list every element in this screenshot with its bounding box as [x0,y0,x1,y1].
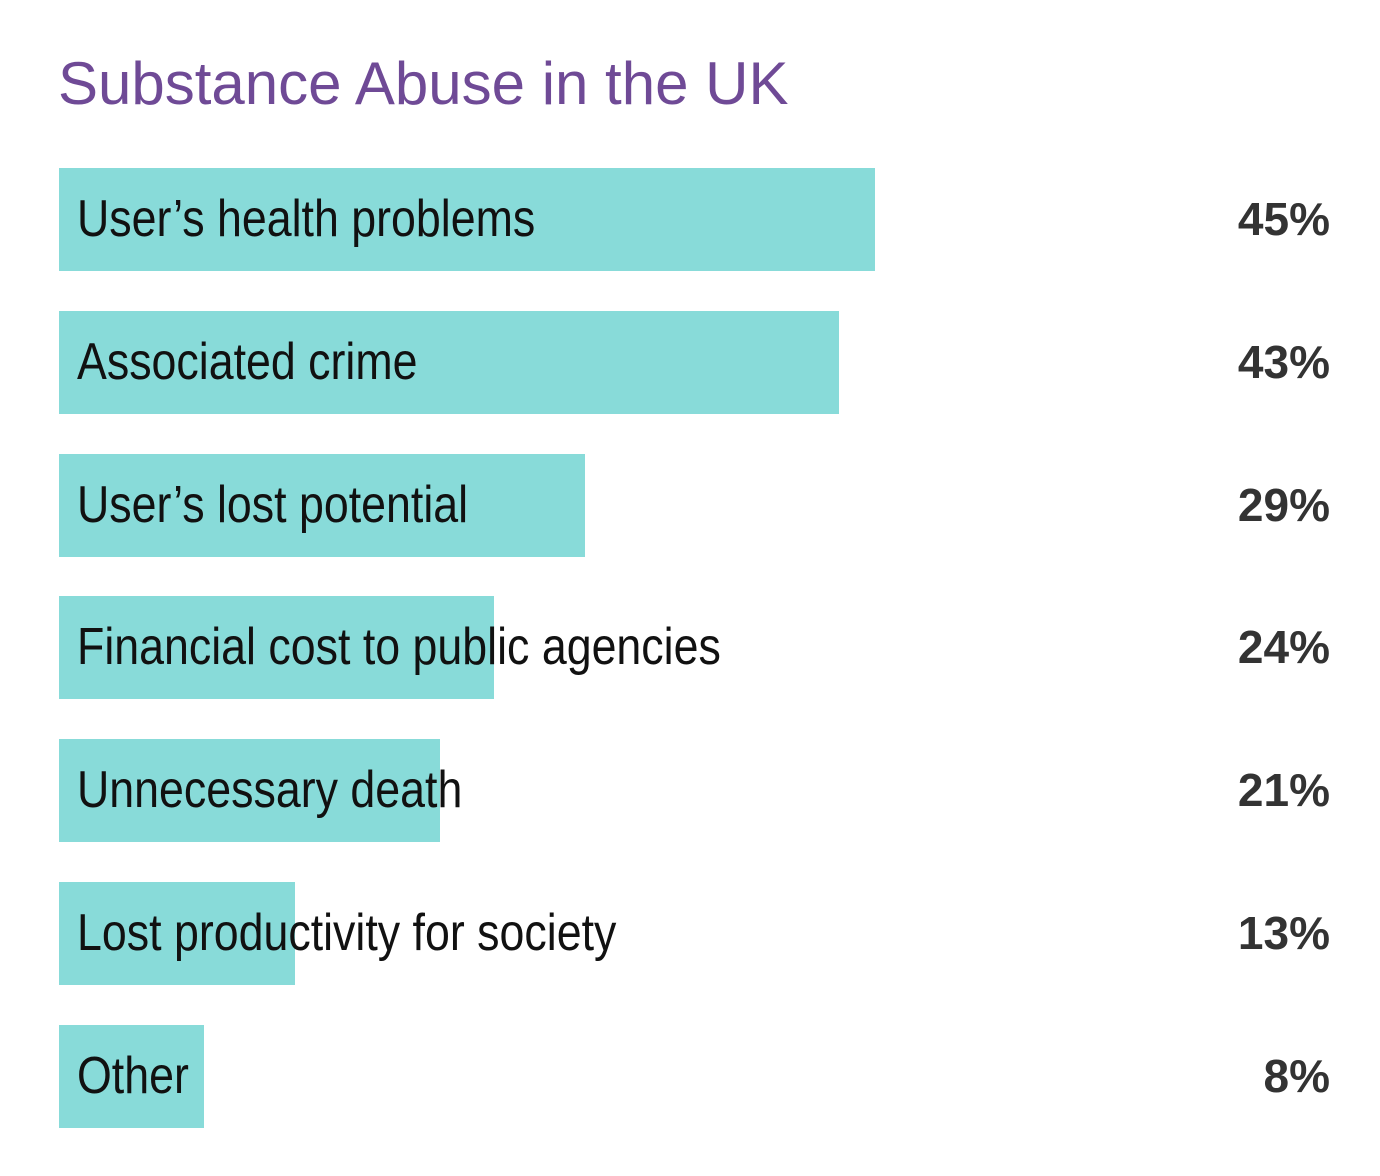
chart-title: Substance Abuse in the UK [58,50,789,117]
bar-row: User’s health problems 45% [0,168,1380,271]
bar-value-label: 45% [1237,193,1330,245]
bar-row: Unnecessary death 21% [0,739,1380,842]
bar-category-label: User’s health problems [77,190,536,248]
bar-value-label: 43% [1237,336,1330,388]
bar-row: Lost productivity for society 13% [0,882,1380,985]
bar [59,596,494,699]
bar-category-label: Associated crime [77,333,418,391]
bar-row: Associated crime 43% [0,311,1380,414]
bar [59,882,295,985]
bar-value-label: 29% [1237,479,1330,531]
bar-value-label: 8% [1263,1050,1330,1102]
bar-row: User’s lost potential 29% [0,454,1380,557]
bar-category-label: Other [77,1047,189,1105]
bar-value-label: 13% [1237,907,1330,959]
bar-value-label: 21% [1237,764,1330,816]
bar-row: Other 8% [0,1025,1380,1128]
bar-row: Financial cost to public agencies 24% [0,596,1380,699]
bar [59,168,875,271]
bar-category-label: User’s lost potential [77,476,469,534]
bar-category-label: Lost productivity for society [77,904,617,962]
bar [59,739,440,842]
bar-category-label: Unnecessary death [77,761,463,819]
bar [59,311,839,414]
bar [59,1025,204,1128]
bar [59,454,585,557]
bar-value-label: 24% [1237,621,1330,673]
bar-category-label: Financial cost to public agencies [77,618,721,676]
